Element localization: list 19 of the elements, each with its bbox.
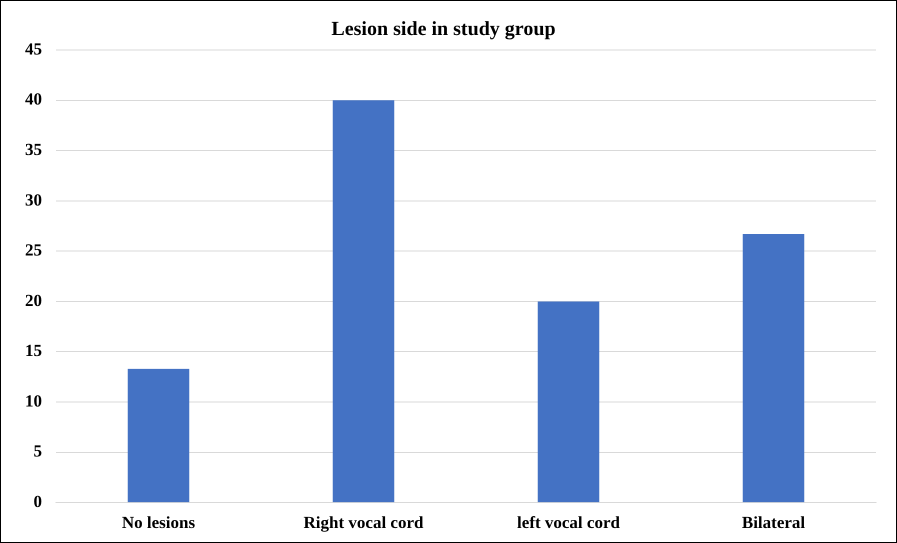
y-tick-label: 5 [34,442,42,461]
y-tick-label: 15 [25,341,42,360]
bar [128,368,190,502]
y-tick-label: 30 [25,190,42,210]
y-tick-label: 45 [25,39,42,58]
y-tick-label: 0 [34,492,42,511]
y-tick-label: 25 [25,240,42,260]
bar [742,234,804,502]
x-tick-label: left vocal cord [517,513,620,532]
bar [332,100,394,502]
y-tick-label: 35 [25,140,42,159]
y-tick-label: 40 [25,90,42,109]
x-tick-label: Right vocal cord [304,513,424,532]
y-tick-label: 10 [25,391,42,410]
bar [538,301,600,502]
x-tick-label: Bilateral [742,513,806,532]
x-tick-label: No lesions [122,513,196,532]
y-tick-label: 20 [25,290,42,310]
chart-title: Lesion side in study group [331,18,556,40]
